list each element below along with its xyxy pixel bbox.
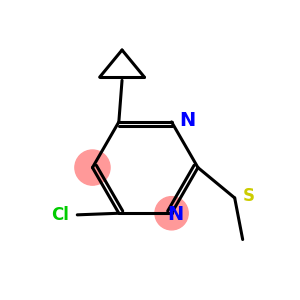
Text: S: S (243, 187, 255, 205)
Text: N: N (167, 205, 184, 224)
Text: N: N (180, 111, 196, 130)
Circle shape (75, 150, 110, 185)
Text: Cl: Cl (51, 206, 69, 224)
Circle shape (155, 196, 188, 230)
